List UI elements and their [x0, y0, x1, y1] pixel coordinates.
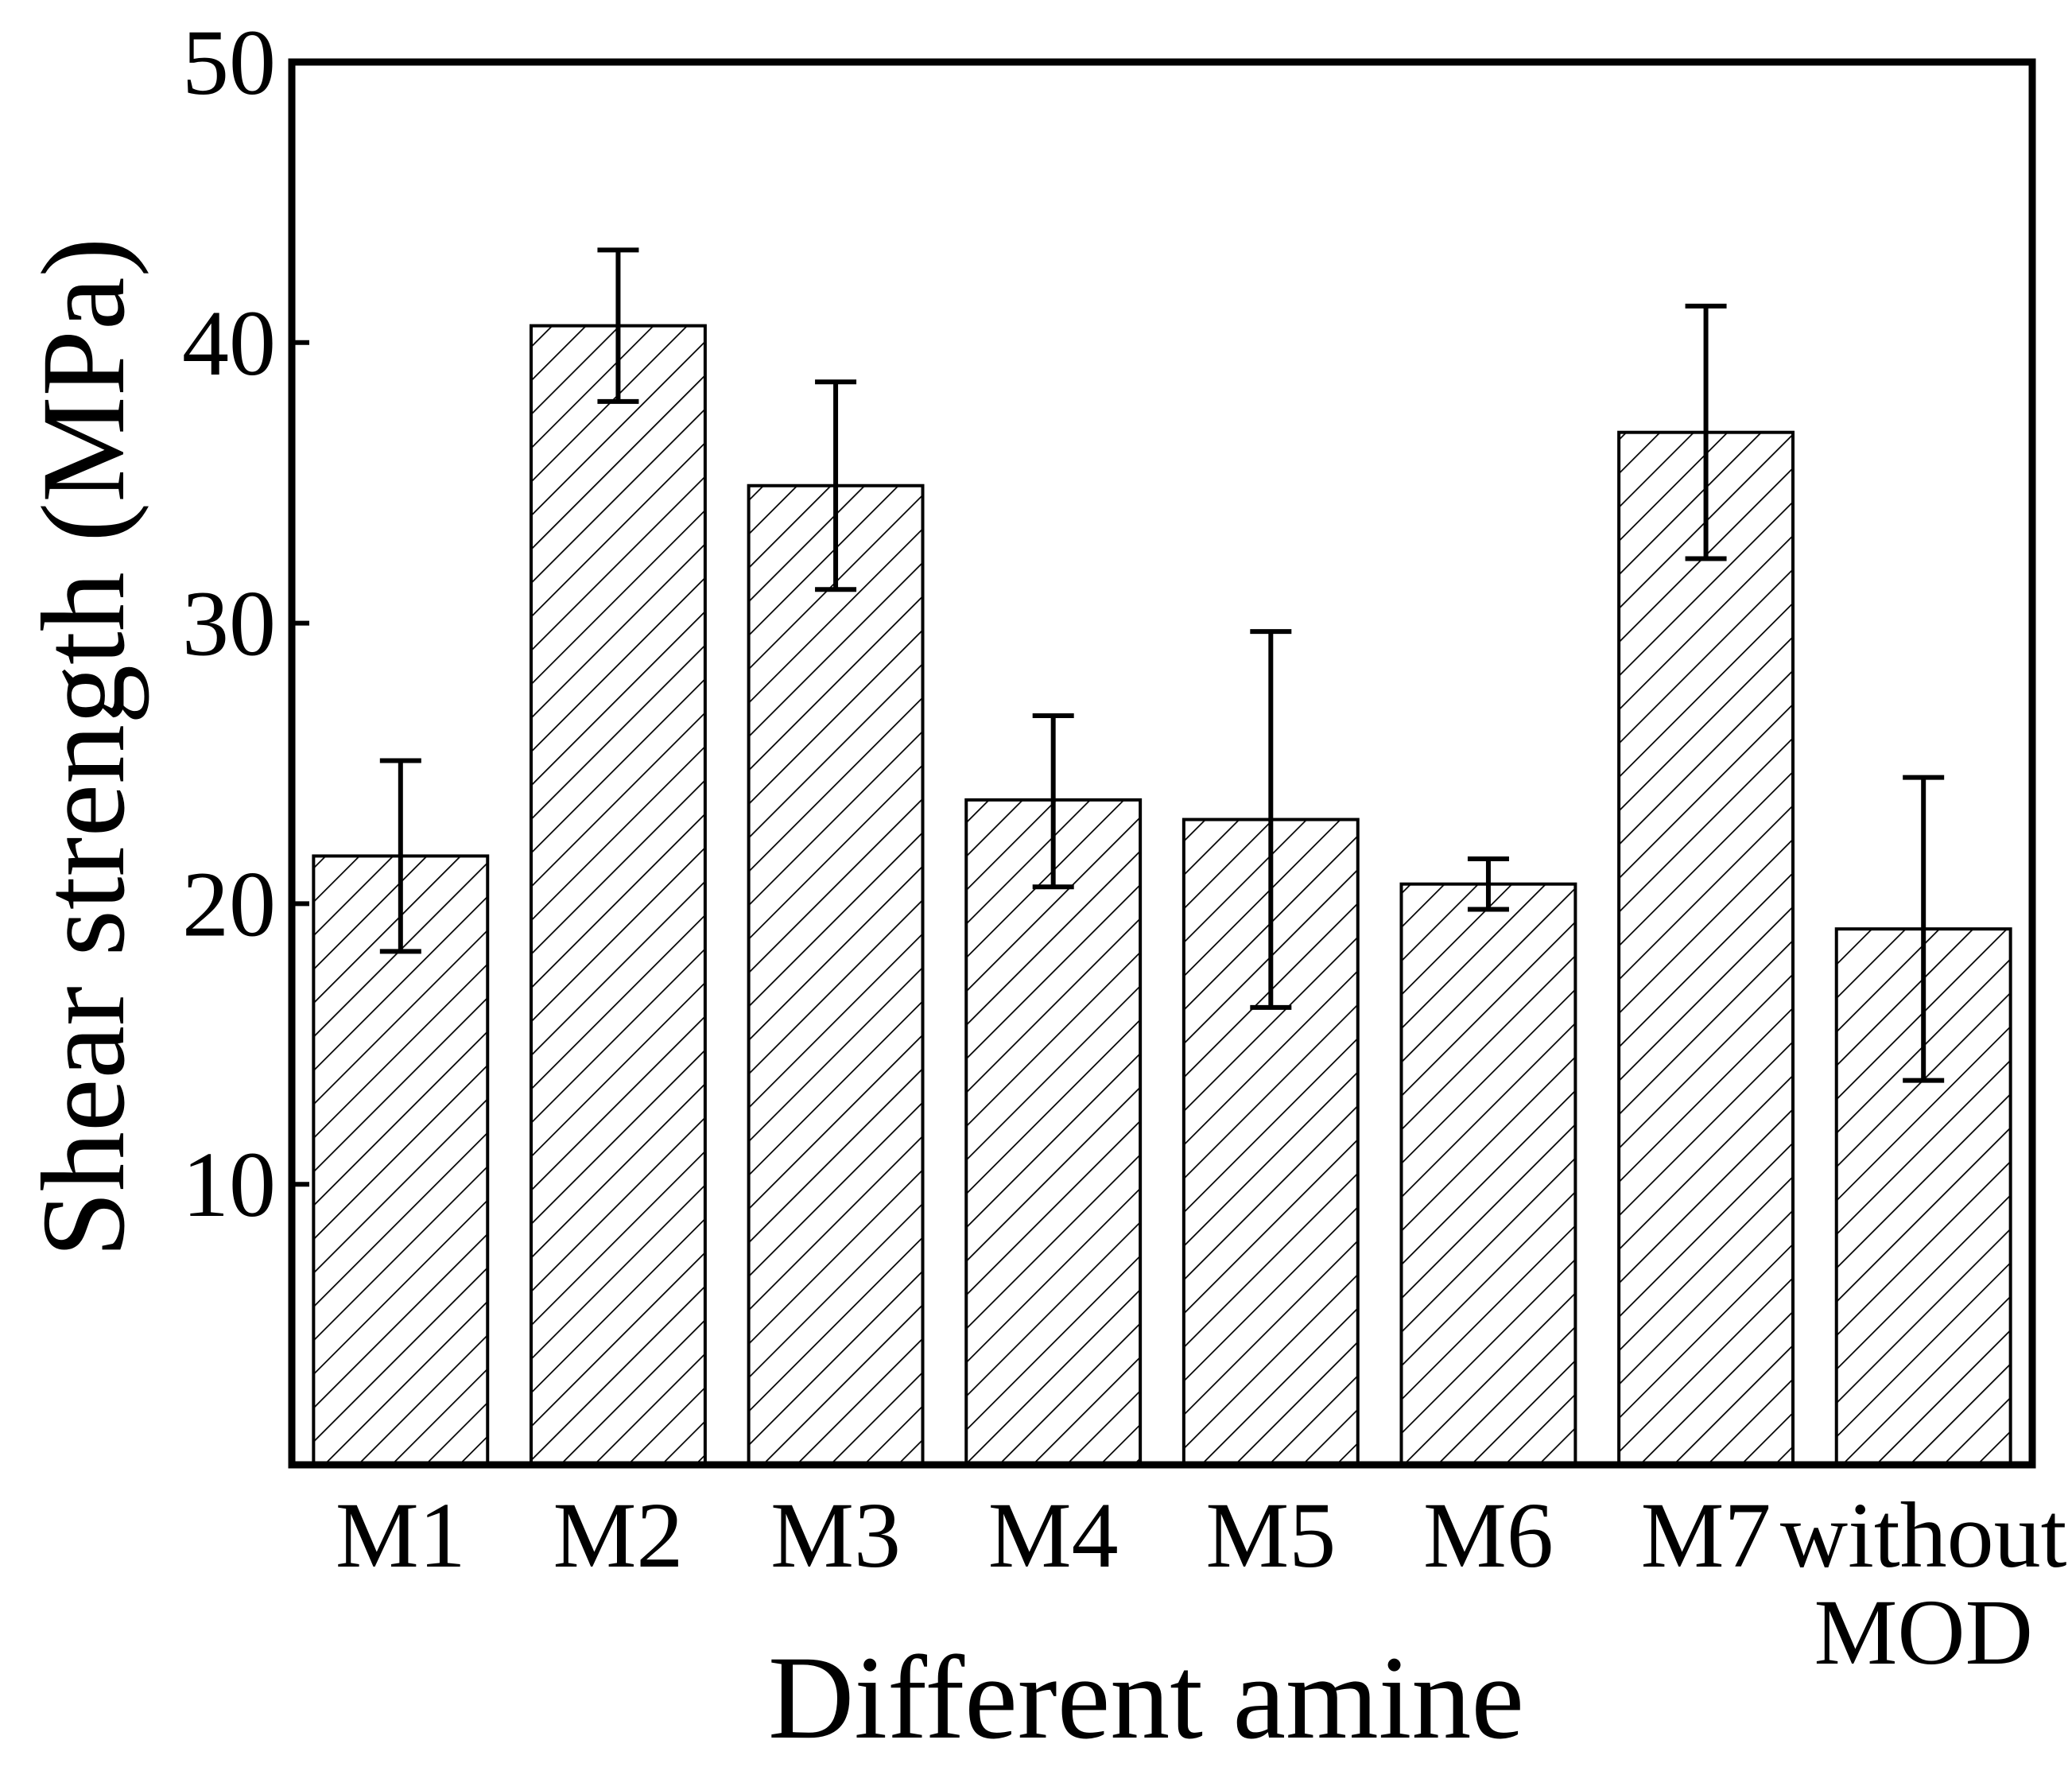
x-category-label: M4: [988, 1483, 1119, 1587]
x-category-label: without MOD: [1780, 1483, 2067, 1684]
bar: [529, 324, 707, 1467]
x-category-label: M5: [1205, 1483, 1336, 1587]
plot-frame: [288, 58, 2036, 1469]
x-category-label-line: M6: [1423, 1483, 1554, 1587]
x-axis-title: Different amine: [768, 1632, 1524, 1764]
x-category-label: M6: [1423, 1483, 1554, 1587]
y-tick-label: 20: [182, 852, 276, 956]
bar: [312, 854, 490, 1466]
bar: [1399, 882, 1577, 1466]
y-tick-label: 10: [182, 1132, 276, 1237]
x-category-label-line: M4: [988, 1483, 1119, 1587]
x-category-label-line: M2: [553, 1483, 683, 1587]
x-category-label: M7: [1641, 1483, 1771, 1587]
x-category-label-line: MOD: [1814, 1580, 2033, 1684]
x-category-label-line: M7: [1641, 1483, 1771, 1587]
y-axis-title-group: Shear strength (MPa): [17, 237, 149, 1257]
x-category-label: M3: [770, 1483, 901, 1587]
bar: [1617, 430, 1795, 1466]
y-tick-label: 40: [182, 291, 276, 395]
x-category-label-line: without: [1780, 1483, 2067, 1587]
x-category-label: M1: [336, 1483, 466, 1587]
bar: [964, 798, 1143, 1466]
y-ticks-layer: 10 20 30 40 50: [182, 10, 309, 1237]
x-category-label-line: M1: [336, 1483, 466, 1587]
y-axis-title: Shear strength (MPa): [17, 237, 149, 1257]
x-axis-title-group: Different amine: [768, 1632, 1524, 1764]
y-tick-label: 30: [182, 572, 276, 676]
error-bars-layer: [379, 247, 1945, 1083]
y-tick-label: 50: [182, 10, 276, 115]
x-categories-layer: M1 M2 M3 M4 M5 M6 M7 without MOD: [336, 1483, 2067, 1684]
bar: [747, 483, 925, 1466]
x-category-label: M2: [553, 1483, 683, 1587]
bars-layer: [312, 324, 2012, 1467]
x-category-label-line: M5: [1205, 1483, 1336, 1587]
x-category-label-line: M3: [770, 1483, 901, 1587]
